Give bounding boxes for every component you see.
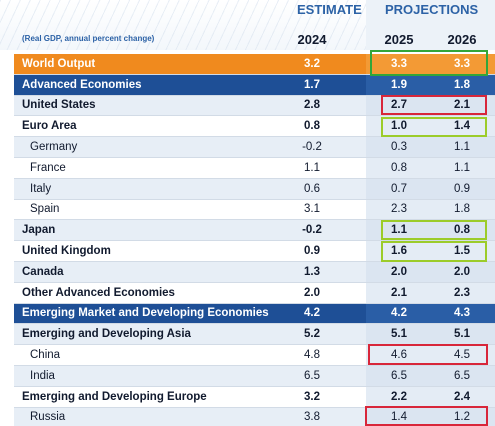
value-2025: 4.2	[391, 307, 407, 320]
gdp-table: World Output 3.2 3.3 3.3 Advanced Econom…	[14, 54, 495, 426]
value-2024: 4.2	[304, 307, 320, 320]
table-row-japan: Japan -0.2 1.1 0.8	[14, 220, 495, 242]
row-label: Emerging and Developing Europe	[22, 390, 207, 403]
value-2026: 2.3	[454, 286, 470, 299]
value-2025: 0.8	[391, 161, 407, 174]
table-row-advanced-economies: Advanced Economies 1.7 1.9 1.8	[14, 74, 495, 96]
value-2025: 6.5	[391, 369, 407, 382]
value-2024: 1.7	[304, 78, 320, 91]
value-2025: 5.1	[391, 328, 407, 341]
value-2025: 2.3	[391, 203, 407, 216]
value-2025: 4.6	[391, 349, 407, 362]
value-2024: 0.8	[304, 120, 320, 133]
value-2024: 4.8	[304, 349, 320, 362]
value-2026: 6.5	[454, 369, 470, 382]
value-2024: 1.1	[304, 161, 320, 174]
value-2026: 3.3	[454, 57, 470, 70]
row-label: Japan	[22, 224, 56, 237]
row-label: France	[30, 161, 66, 174]
value-2026: 1.1	[454, 141, 470, 154]
value-2025: 3.3	[391, 57, 407, 70]
value-2025: 1.0	[391, 120, 407, 133]
value-2026: 4.3	[454, 307, 470, 320]
value-2026: 0.8	[454, 224, 470, 237]
table-row-italy: Italy 0.6 0.7 0.9	[14, 178, 495, 200]
table-row-united-states: United States 2.8 2.7 2.1	[14, 95, 495, 117]
estimate-header: ESTIMATE	[297, 2, 362, 17]
table-row-china: China 4.8 4.6 4.5	[14, 345, 495, 366]
projections-header: PROJECTIONS	[385, 2, 479, 17]
value-2024: 0.6	[304, 182, 320, 195]
table-row-russia: Russia 3.8 1.4 1.2	[14, 407, 495, 426]
value-2025: 2.1	[391, 286, 407, 299]
table-row-emerging-europe: Emerging and Developing Europe 3.2 2.2 2…	[14, 386, 495, 408]
value-2025: 1.9	[391, 78, 407, 91]
row-label: China	[30, 349, 61, 362]
year-2026-header: 2026	[447, 32, 477, 47]
row-label: United Kingdom	[22, 245, 111, 258]
value-2025: 2.7	[391, 99, 407, 112]
table-row-emerging-market: Emerging Market and Developing Economies…	[14, 303, 495, 325]
value-2025: 1.1	[391, 224, 407, 237]
value-2024: 3.1	[304, 203, 320, 216]
table-row-germany: Germany -0.2 0.3 1.1	[14, 137, 495, 158]
value-2026: 0.9	[454, 182, 470, 195]
value-2026: 1.1	[454, 161, 470, 174]
value-2025: 0.3	[391, 141, 407, 154]
row-label: United States	[22, 99, 96, 112]
row-label: Canada	[22, 265, 64, 278]
projections-panel	[366, 0, 495, 50]
value-2026: 1.5	[454, 245, 470, 258]
value-2024: 5.2	[304, 328, 320, 341]
value-2026: 2.0	[454, 265, 470, 278]
value-2024: 2.8	[304, 99, 320, 112]
table-row-france: France 1.1 0.8 1.1	[14, 157, 495, 179]
value-2026: 2.1	[454, 99, 470, 112]
value-2026: 4.5	[454, 349, 470, 362]
units-note: (Real GDP, annual percent change)	[22, 34, 155, 43]
value-2024: 3.2	[304, 57, 320, 70]
value-2026: 2.4	[454, 390, 470, 403]
row-label: Germany	[30, 141, 78, 154]
table-row-other-advanced: Other Advanced Economies 2.0 2.1 2.3	[14, 282, 495, 304]
value-2024: -0.2	[302, 224, 322, 237]
value-2024: 1.3	[304, 265, 320, 278]
value-2026: 1.4	[454, 120, 470, 133]
value-2024: 3.8	[304, 411, 320, 424]
value-2024: -0.2	[302, 141, 322, 154]
row-label: Italy	[30, 182, 52, 195]
table-row-spain: Spain 3.1 2.3 1.8	[14, 199, 495, 221]
row-label: Euro Area	[22, 120, 77, 133]
table-row-united-kingdom: United Kingdom 0.9 1.6 1.5	[14, 241, 495, 262]
year-2024-header: 2024	[297, 32, 327, 47]
value-2026: 1.8	[454, 78, 470, 91]
row-label: India	[30, 369, 55, 382]
value-2024: 0.9	[304, 245, 320, 258]
value-2024: 2.0	[304, 286, 320, 299]
table-row-india: India 6.5 6.5 6.5	[14, 365, 495, 387]
row-label: World Output	[22, 57, 96, 70]
value-2026: 1.8	[454, 203, 470, 216]
value-2026: 1.2	[454, 411, 470, 424]
table-row-emerging-asia: Emerging and Developing Asia 5.2 5.1 5.1	[14, 324, 495, 346]
row-label: Advanced Economies	[22, 78, 142, 91]
table-row-euro-area: Euro Area 0.8 1.0 1.4	[14, 116, 495, 138]
value-2026: 5.1	[454, 328, 470, 341]
row-label: Emerging and Developing Asia	[22, 328, 191, 341]
row-label: Russia	[30, 411, 66, 424]
value-2025: 2.2	[391, 390, 407, 403]
row-label: Other Advanced Economies	[22, 286, 175, 299]
row-label: Emerging Market and Developing Economies	[22, 307, 269, 320]
value-2024: 6.5	[304, 369, 320, 382]
row-label: Spain	[30, 203, 60, 216]
value-2025: 1.4	[391, 411, 407, 424]
value-2025: 2.0	[391, 265, 407, 278]
value-2025: 1.6	[391, 245, 407, 258]
year-2025-header: 2025	[384, 32, 414, 47]
table-row-canada: Canada 1.3 2.0 2.0	[14, 261, 495, 283]
value-2025: 0.7	[391, 182, 407, 195]
table-row-world-output: World Output 3.2 3.3 3.3	[14, 54, 495, 75]
value-2024: 3.2	[304, 390, 320, 403]
